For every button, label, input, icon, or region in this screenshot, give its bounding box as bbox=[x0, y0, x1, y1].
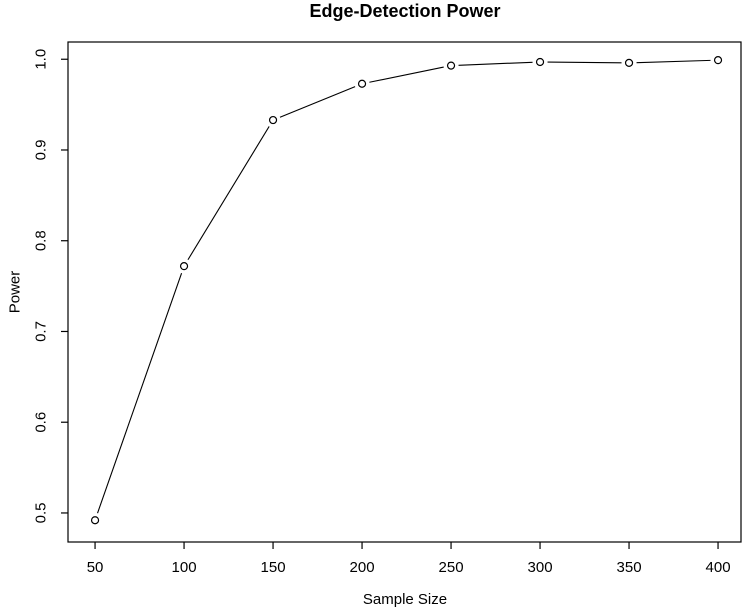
x-tick-label: 150 bbox=[261, 559, 286, 576]
data-point-marker bbox=[713, 56, 723, 65]
x-axis-label: Sample Size bbox=[363, 591, 447, 608]
data-point-marker bbox=[179, 262, 189, 271]
y-tick-label: 0.7 bbox=[33, 321, 50, 342]
data-line-segment bbox=[547, 61, 622, 64]
data-point-marker bbox=[90, 516, 100, 525]
y-axis: 0.5 0.6 0.7 0.8 0.9 1.0 bbox=[33, 49, 68, 524]
plot-box bbox=[67, 41, 742, 543]
y-tick-label: 0.8 bbox=[33, 230, 50, 251]
y-tick-label: 0.5 bbox=[33, 503, 50, 524]
x-tick-label: 250 bbox=[439, 559, 464, 576]
data-point-marker bbox=[268, 115, 278, 125]
data-line-segment bbox=[97, 273, 183, 514]
y-tick-label: 1.0 bbox=[33, 49, 50, 70]
data-line-segment bbox=[458, 61, 533, 66]
data-line-segment bbox=[187, 126, 270, 261]
data-line-segment bbox=[369, 66, 444, 83]
data-point-marker bbox=[357, 79, 367, 88]
data-point-marker bbox=[535, 57, 545, 67]
x-tick-label: 350 bbox=[617, 559, 642, 576]
chart-title: Edge-Detection Power bbox=[309, 1, 500, 21]
y-axis-label: Power bbox=[7, 271, 24, 314]
x-tick-label: 50 bbox=[87, 559, 104, 576]
data-point-marker bbox=[446, 61, 456, 70]
plot-box-border bbox=[67, 41, 742, 543]
y-tick-label: 0.6 bbox=[33, 412, 50, 433]
x-tick-label: 200 bbox=[350, 559, 375, 576]
data-points bbox=[90, 56, 723, 525]
x-tick-label: 400 bbox=[706, 559, 731, 576]
data-line-segment bbox=[636, 59, 711, 64]
x-tick-label: 100 bbox=[172, 559, 197, 576]
x-axis: 50 100 150 200 250 300 350 400 bbox=[87, 542, 731, 576]
data-line-segment bbox=[279, 86, 356, 118]
data-line bbox=[97, 59, 711, 514]
y-tick-label: 0.9 bbox=[33, 140, 50, 161]
x-tick-label: 300 bbox=[528, 559, 553, 576]
data-point-marker bbox=[624, 58, 634, 67]
